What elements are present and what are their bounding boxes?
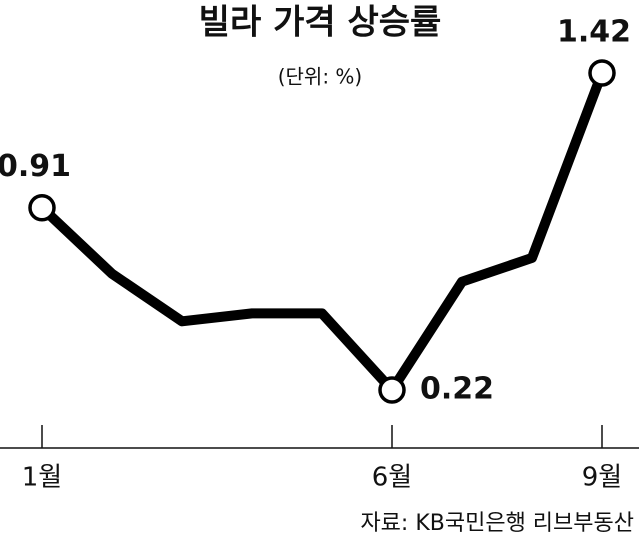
line bbox=[38, 71, 607, 395]
point-marker bbox=[588, 59, 616, 87]
data-label: 0.22 bbox=[420, 372, 494, 407]
chart-title: 빌라 가격 상승률 bbox=[199, 3, 442, 43]
point-marker bbox=[28, 193, 56, 222]
data-label: 1.42 bbox=[557, 15, 631, 50]
x-tick-label: 9월 bbox=[582, 463, 622, 493]
x-tick-label: 6월 bbox=[372, 463, 412, 493]
chart-subtitle: (단위: %) bbox=[278, 65, 363, 89]
x-tick-label: 1월 bbox=[22, 463, 62, 493]
point-marker bbox=[378, 376, 406, 404]
source: 자료: KB국민은행 리브부동산 bbox=[360, 511, 634, 536]
data-label: 0.91 bbox=[0, 149, 71, 184]
